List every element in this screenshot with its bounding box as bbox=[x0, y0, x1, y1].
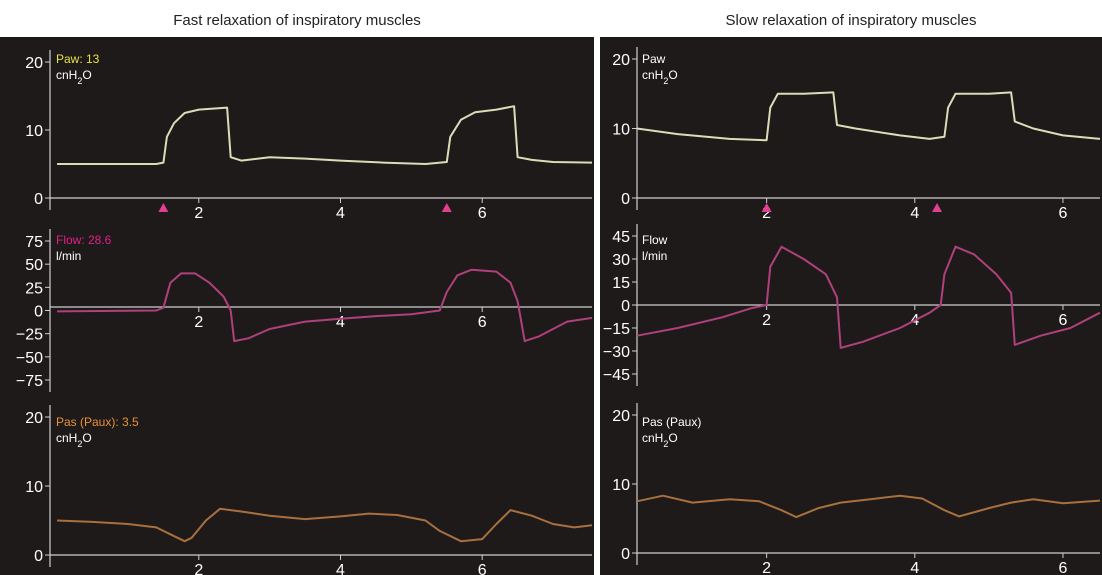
right-paw-unit-label: cnH2O bbox=[642, 68, 678, 86]
left-paw-x-tick-label: 2 bbox=[194, 205, 203, 222]
right-paw-x-tick-label: 4 bbox=[910, 205, 919, 222]
left-pas-y-tick-label: 10 bbox=[25, 479, 43, 496]
right-flow-y-tick-label: 0 bbox=[621, 298, 630, 315]
left-paw-unit-label: cnH2O bbox=[56, 68, 92, 86]
left-panel-background bbox=[0, 37, 594, 575]
right-panel-background bbox=[600, 37, 1102, 575]
right-paw-series-line bbox=[636, 91, 1101, 142]
left-flow-y-tick-label: 0 bbox=[34, 304, 43, 321]
right-paw-trigger-marker bbox=[761, 203, 772, 212]
left-pas-y-tick-label: 0 bbox=[34, 548, 43, 565]
right-pas-y-tick-label: 20 bbox=[612, 408, 630, 425]
left-pas-x-tick-label: 4 bbox=[336, 562, 345, 575]
left-flow-y-tick-label: −75 bbox=[16, 373, 43, 390]
left-paw-signal-label: Paw: 13 bbox=[56, 52, 100, 66]
right-pas-x-tick-label: 4 bbox=[910, 560, 919, 575]
right-flow-x-tick-label: 6 bbox=[1059, 312, 1068, 329]
left-paw-series-line bbox=[57, 105, 593, 165]
left-flow-series-line bbox=[57, 268, 593, 343]
right-pas-x-tick-label: 2 bbox=[762, 560, 771, 575]
left-flow-x-tick-label: 2 bbox=[194, 314, 203, 331]
right-paw-x-tick-label: 6 bbox=[1059, 205, 1068, 222]
right-pas-y-tick-label: 0 bbox=[621, 546, 630, 563]
left-pas-x-tick-label: 2 bbox=[194, 562, 203, 575]
right-flow-x-tick-label: 2 bbox=[762, 312, 771, 329]
right-flow-y-tick-label: −15 bbox=[603, 321, 630, 338]
left-paw-y-tick-label: 20 bbox=[25, 55, 43, 72]
right-flow-y-tick-label: −45 bbox=[603, 367, 630, 384]
right-flow-y-tick-label: 15 bbox=[612, 275, 630, 292]
left-pas-signal-label: Pas (Paux): 3.5 bbox=[56, 415, 139, 429]
right-panel-title: Slow relaxation of inspiratory muscles bbox=[725, 12, 977, 29]
left-pas-unit-label: cnH2O bbox=[56, 431, 92, 449]
left-flow-x-tick-label: 6 bbox=[478, 314, 487, 331]
right-paw-y-tick-label: 0 bbox=[621, 191, 630, 208]
right-flow-series-line bbox=[636, 245, 1101, 349]
left-flow-signal-label: Flow: 28.6 bbox=[56, 233, 112, 247]
right-pas-signal-label: Pas (Paux) bbox=[642, 415, 701, 429]
left-flow-y-tick-label: 25 bbox=[25, 280, 43, 297]
left-flow-y-tick-label: −50 bbox=[16, 350, 43, 367]
right-paw-signal-label: Paw bbox=[642, 52, 666, 66]
left-paw-x-tick-label: 4 bbox=[336, 205, 345, 222]
left-pas-series-line bbox=[57, 507, 593, 543]
right-flow-signal-label: Flow bbox=[642, 233, 668, 247]
right-paw-x-tick-label: 2 bbox=[762, 205, 771, 222]
left-paw-y-tick-label: 0 bbox=[34, 191, 43, 208]
left-pas-x-tick-label: 6 bbox=[478, 562, 487, 575]
right-pas-series-line bbox=[636, 494, 1101, 519]
right-paw-y-tick-label: 10 bbox=[612, 122, 630, 139]
right-paw-y-tick-label: 20 bbox=[612, 52, 630, 69]
right-flow-y-tick-label: 30 bbox=[612, 252, 630, 269]
left-flow-y-tick-label: −25 bbox=[16, 327, 43, 344]
right-pas-x-tick-label: 6 bbox=[1059, 560, 1068, 575]
left-flow-unit-label: l/min bbox=[56, 249, 81, 263]
left-flow-y-tick-label: 75 bbox=[25, 234, 43, 251]
right-pas-unit-label: cnH2O bbox=[642, 431, 678, 449]
left-paw-x-tick-label: 6 bbox=[478, 205, 487, 222]
right-flow-y-tick-label: −30 bbox=[603, 344, 630, 361]
left-flow-y-tick-label: 50 bbox=[25, 257, 43, 274]
right-pas-y-tick-label: 10 bbox=[612, 477, 630, 494]
left-paw-trigger-marker bbox=[441, 203, 452, 212]
right-flow-y-tick-label: 45 bbox=[612, 229, 630, 246]
left-paw-trigger-marker bbox=[158, 203, 169, 212]
left-panel-title: Fast relaxation of inspiratory muscles bbox=[173, 12, 421, 29]
left-pas-y-tick-label: 20 bbox=[25, 410, 43, 427]
left-flow-x-tick-label: 4 bbox=[336, 314, 345, 331]
left-paw-y-tick-label: 10 bbox=[25, 123, 43, 140]
right-paw-trigger-marker bbox=[932, 203, 943, 212]
right-flow-unit-label: l/min bbox=[642, 249, 667, 263]
